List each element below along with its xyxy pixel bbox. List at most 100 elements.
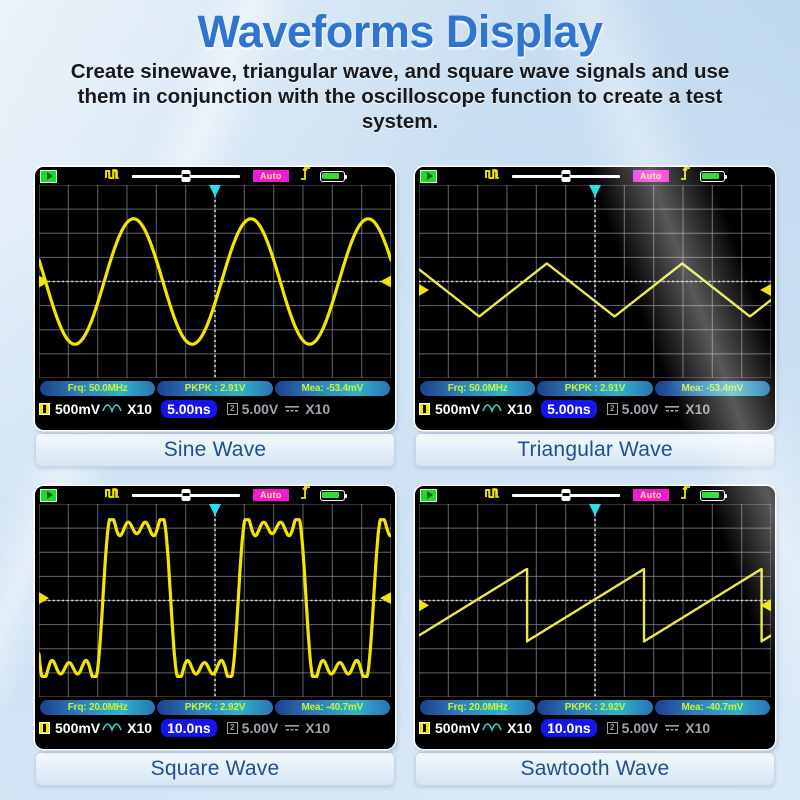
ch2-probe-ratio[interactable]: X10	[305, 720, 331, 736]
measurement-frq: Frq: 50.0MHz	[40, 380, 156, 396]
battery-level	[322, 492, 340, 498]
run-stop-button[interactable]	[40, 488, 57, 502]
measurement-bar: Frq: 20.0MHz PKPK : 2.92V Mea: -40.7mV	[419, 697, 771, 717]
ch2-volts-div[interactable]: 5.00V	[621, 401, 659, 417]
scope-panel-sawtooth: Auto Frq: 20.0MHz PKPK : 2.92V Mea: -40.7mV…	[415, 486, 775, 786]
battery-icon	[699, 170, 728, 182]
auto-trigger-badge[interactable]: Auto	[253, 170, 289, 182]
waveform-grid-sine[interactable]	[39, 185, 391, 378]
battery-icon	[699, 489, 728, 501]
battery-level	[702, 492, 720, 498]
play-icon	[46, 172, 53, 180]
scope-panel-grid: Auto Frq: 50.0MHz PKPK : 2.91V Mea: -53.4mV…	[35, 167, 775, 786]
scope-topbar: Auto	[415, 486, 775, 504]
measurement-frq: Frq: 50.0MHz	[420, 380, 536, 396]
measurement-mea: Mea: -53.4mV	[654, 380, 770, 396]
scope-panel-square: Auto Frq: 20.0MHz PKPK : 2.92V Mea: -40.7mV…	[35, 486, 395, 786]
measurement-frq: Frq: 20.0MHz	[40, 699, 156, 715]
horizontal-position-knob[interactable]	[181, 488, 191, 501]
ch2-volts-div[interactable]: 5.00V	[621, 720, 659, 736]
ch1-volts-div[interactable]: 500mV	[435, 720, 481, 736]
ch1-probe-ratio[interactable]: X10	[507, 401, 533, 417]
measurement-mea: Mea: -53.4mV	[274, 380, 390, 396]
timebase-value[interactable]: 10.0ns	[541, 719, 597, 737]
battery-icon	[319, 489, 348, 501]
timebase-value[interactable]: 10.0ns	[161, 719, 217, 737]
play-icon	[46, 491, 53, 499]
channel1-indicator-icon	[419, 403, 430, 415]
channel2-indicator-icon: 2	[226, 403, 238, 415]
ch2-volts-div[interactable]: 5.00V	[241, 401, 279, 417]
horizontal-position-knob[interactable]	[561, 169, 571, 182]
measurement-bar: Frq: 50.0MHz PKPK : 2.91V Mea: -53.4mV	[39, 378, 391, 398]
horizontal-position-slider[interactable]	[512, 488, 620, 502]
scope-screen-triangular: Auto Frq: 50.0MHz PKPK : 2.91V Mea: -53.4mV…	[415, 167, 775, 430]
panel-caption-label: Sawtooth Wave	[520, 757, 670, 780]
auto-trigger-badge[interactable]: Auto	[633, 170, 669, 182]
battery-level	[322, 173, 340, 179]
auto-trigger-badge[interactable]: Auto	[253, 489, 289, 501]
measurement-pkpk: PKPK : 2.92V	[157, 699, 273, 715]
scope-topbar: Auto	[415, 167, 775, 185]
horizontal-position-slider[interactable]	[132, 488, 240, 502]
waveform-grid-triangular[interactable]	[419, 185, 771, 378]
timebase-value[interactable]: 5.00ns	[161, 400, 217, 418]
auto-trigger-badge[interactable]: Auto	[633, 489, 669, 501]
ch1-probe-ratio[interactable]: X10	[127, 720, 153, 736]
scope-screen-square: Auto Frq: 20.0MHz PKPK : 2.92V Mea: -40.7mV…	[35, 486, 395, 749]
panel-caption-triangular: Triangular Wave	[415, 433, 775, 467]
measurement-bar: Frq: 20.0MHz PKPK : 2.92V Mea: -40.7mV	[39, 697, 391, 717]
scope-screen-sawtooth: Auto Frq: 20.0MHz PKPK : 2.92V Mea: -40.7mV…	[415, 486, 775, 749]
panel-caption-label: Triangular Wave	[517, 438, 673, 461]
ch2-probe-ratio[interactable]: X10	[685, 720, 711, 736]
ac-wave-icon	[102, 720, 122, 736]
horizontal-position-knob[interactable]	[561, 488, 571, 501]
horizontal-position-slider[interactable]	[512, 169, 620, 183]
measurement-pkpk: PKPK : 2.91V	[157, 380, 273, 396]
trigger-slope-icon	[300, 167, 311, 185]
status-bar: 500mV X10 10.0ns 2 5.00V X10	[39, 717, 391, 739]
battery-icon	[319, 170, 348, 182]
measurement-pkpk: PKPK : 2.92V	[537, 699, 653, 715]
measurement-pkpk: PKPK : 2.91V	[537, 380, 653, 396]
status-bar: 500mV X10 10.0ns 2 5.00V X10	[419, 717, 771, 739]
measurement-frq: Frq: 20.0MHz	[420, 699, 536, 715]
panel-caption-sine: Sine Wave	[35, 433, 395, 467]
run-stop-button[interactable]	[420, 169, 437, 183]
pulse-icon	[485, 486, 500, 504]
ch2-probe-ratio[interactable]: X10	[305, 401, 331, 417]
trigger-slope-icon	[300, 486, 311, 504]
status-bar: 500mV X10 5.00ns 2 5.00V X10	[39, 398, 391, 420]
dc-icon	[284, 401, 300, 417]
trigger-slope-icon	[680, 486, 691, 504]
ch1-volts-div[interactable]: 500mV	[55, 720, 101, 736]
pulse-icon	[105, 167, 120, 185]
ch1-volts-div[interactable]: 500mV	[55, 401, 101, 417]
timebase-value[interactable]: 5.00ns	[541, 400, 597, 418]
dc-icon	[664, 720, 680, 736]
ch1-volts-div[interactable]: 500mV	[435, 401, 481, 417]
play-icon	[426, 172, 433, 180]
horizontal-position-knob[interactable]	[181, 169, 191, 182]
scope-panel-sine: Auto Frq: 50.0MHz PKPK : 2.91V Mea: -53.4mV…	[35, 167, 395, 467]
run-stop-button[interactable]	[420, 488, 437, 502]
waveform-grid-square[interactable]	[39, 504, 391, 697]
ch1-probe-ratio[interactable]: X10	[507, 720, 533, 736]
ch2-volts-div[interactable]: 5.00V	[241, 720, 279, 736]
run-stop-button[interactable]	[40, 169, 57, 183]
page-subtitle: Create sinewave, triangular wave, and sq…	[70, 60, 730, 134]
ch1-probe-ratio[interactable]: X10	[127, 401, 153, 417]
panel-caption-label: Square Wave	[150, 757, 280, 780]
scope-screen-sine: Auto Frq: 50.0MHz PKPK : 2.91V Mea: -53.4mV…	[35, 167, 395, 430]
measurement-bar: Frq: 50.0MHz PKPK : 2.91V Mea: -53.4mV	[419, 378, 771, 398]
header: Waveforms Display Create sinewave, trian…	[0, 8, 800, 134]
ac-wave-icon	[482, 401, 502, 417]
ch2-probe-ratio[interactable]: X10	[685, 401, 711, 417]
waveform-grid-sawtooth[interactable]	[419, 504, 771, 697]
horizontal-position-slider[interactable]	[132, 169, 240, 183]
status-bar: 500mV X10 5.00ns 2 5.00V X10	[419, 398, 771, 420]
pulse-icon	[105, 486, 120, 504]
scope-panel-triangular: Auto Frq: 50.0MHz PKPK : 2.91V Mea: -53.4mV…	[415, 167, 775, 467]
panel-caption-label: Sine Wave	[163, 438, 267, 461]
channel1-indicator-icon	[39, 722, 50, 734]
